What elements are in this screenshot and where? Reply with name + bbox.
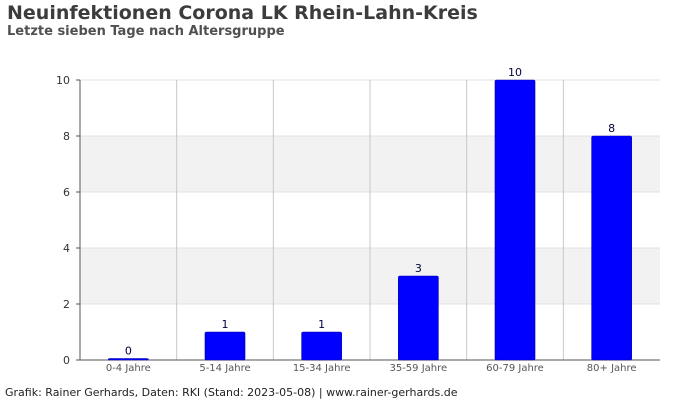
bar	[108, 358, 149, 361]
bar	[591, 135, 632, 361]
bar	[494, 79, 536, 361]
y-tick-label: 4	[63, 242, 70, 255]
y-tick-label: 0	[63, 354, 70, 367]
bar	[398, 275, 439, 361]
x-tick-label: 80+ Jahre	[587, 363, 637, 374]
x-tick-label: 60-79 Jahre	[486, 363, 544, 374]
chart-title: Neuinfektionen Corona LK Rhein-Lahn-Krei…	[7, 2, 478, 24]
bar	[204, 331, 246, 361]
x-tick-label: 15-34 Jahre	[293, 363, 351, 374]
chart-subtitle: Letzte sieben Tage nach Altersgruppe	[7, 24, 285, 39]
x-tick-label: 0-4 Jahre	[106, 363, 151, 374]
bar-value-label: 10	[508, 66, 522, 79]
y-tick-label: 6	[63, 186, 70, 199]
y-tick-label: 10	[56, 74, 70, 87]
bar	[301, 331, 342, 361]
y-tick-label: 2	[63, 298, 70, 311]
bar-value-label: 1	[222, 318, 229, 331]
y-tick-label: 8	[63, 130, 70, 143]
bar-value-label: 0	[125, 345, 132, 358]
bar-value-label: 1	[318, 318, 325, 331]
x-tick-label: 35-59 Jahre	[389, 363, 447, 374]
source-footer: Grafik: Rainer Gerhards, Daten: RKI (Sta…	[5, 386, 458, 399]
bar-value-label: 8	[608, 122, 615, 135]
bar-value-label: 3	[415, 262, 422, 275]
x-tick-label: 5-14 Jahre	[199, 363, 250, 374]
